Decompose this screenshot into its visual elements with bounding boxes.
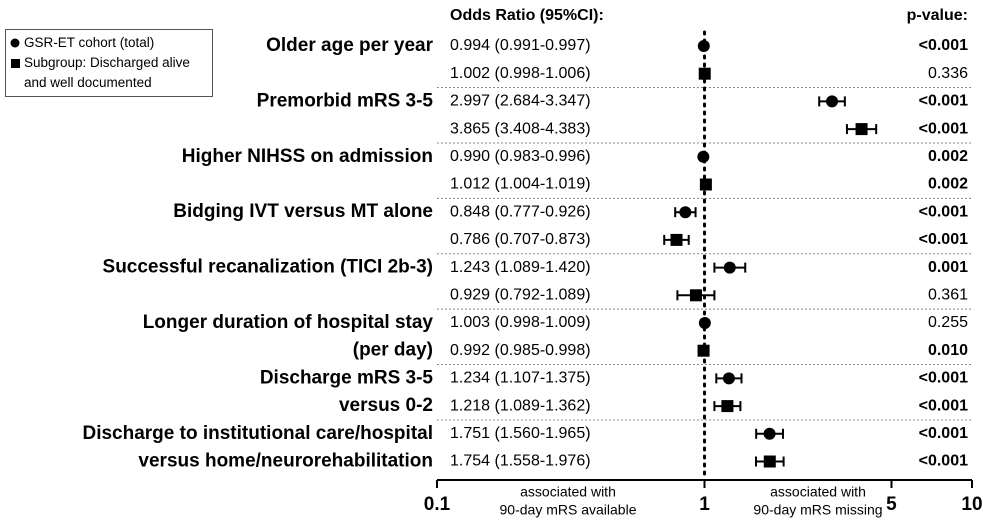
- category-label: versus home/neurorehabilitation: [138, 451, 433, 472]
- p-value: 0.010: [928, 342, 968, 359]
- marker-square: [697, 344, 710, 357]
- marker-circle: [826, 95, 839, 108]
- p-value: <0.001: [919, 425, 968, 442]
- legend-item: Subgroup: Discharged alive and well docu…: [10, 53, 208, 93]
- x-tick-label: 10: [961, 494, 982, 515]
- marker-square: [670, 233, 683, 246]
- category-label: versus 0-2: [339, 395, 433, 416]
- p-value: 0.361: [928, 287, 968, 304]
- category-label: Premorbid mRS 3-5: [257, 90, 434, 111]
- axis-annotation: 90-day mRS available: [500, 502, 637, 518]
- value-label: 0.990 (0.983-0.996): [450, 148, 591, 165]
- value-label: 1.754 (1.558-1.976): [450, 453, 591, 470]
- marker-square: [698, 67, 711, 80]
- value-label: 1.218 (1.089-1.362): [450, 397, 591, 414]
- legend-symbol: [11, 59, 20, 68]
- legend-square: [11, 59, 20, 68]
- legend: GSR-ET cohort (total) Subgroup: Discharge…: [5, 29, 213, 97]
- marker-circle: [722, 372, 735, 385]
- marker-circle: [679, 206, 692, 219]
- p-value: <0.001: [919, 370, 968, 387]
- category-label: Discharge to institutional care/hospital: [82, 423, 433, 444]
- category-label: Bidging IVT versus MT alone: [173, 201, 433, 222]
- p-value: <0.001: [919, 203, 968, 220]
- header-right: p-value:: [907, 7, 968, 24]
- category-label: Longer duration of hospital stay: [143, 312, 434, 333]
- x-tick-label: 0.1: [424, 494, 451, 515]
- value-label: 0.994 (0.991-0.997): [450, 37, 591, 54]
- value-label: 1.751 (1.560-1.965): [450, 425, 591, 442]
- legend-label: GSR-ET cohort (total): [24, 35, 155, 50]
- value-label: 1.012 (1.004-1.019): [450, 176, 591, 193]
- legend-item: GSR-ET cohort (total): [10, 33, 208, 53]
- header-left: Odds Ratio (95%CI):: [450, 7, 604, 24]
- marker-circle: [698, 317, 711, 329]
- category-label: (per day): [353, 340, 433, 361]
- x-tick-label: 5: [886, 494, 897, 515]
- category-label: Older age per year: [266, 35, 433, 56]
- p-value: <0.001: [919, 93, 968, 110]
- category-label: Successful recanalization (TICI 2b-3): [103, 257, 433, 278]
- x-tick-label: 1: [699, 494, 710, 515]
- value-label: 3.865 (3.408-4.383): [450, 120, 591, 137]
- category-label: Higher NIHSS on admission: [182, 146, 433, 167]
- legend-circle: [10, 38, 20, 48]
- axis-annotation: associated with: [520, 484, 616, 500]
- p-value: 0.002: [928, 176, 968, 193]
- p-value: <0.001: [919, 453, 968, 470]
- marker-circle: [697, 150, 710, 163]
- category-label: Discharge mRS 3-5: [260, 367, 434, 388]
- p-value: 0.255: [928, 314, 968, 331]
- axis-annotation: associated with: [770, 484, 866, 500]
- marker-circle: [697, 40, 710, 52]
- marker-square: [855, 123, 868, 136]
- value-label: 1.002 (0.998-1.006): [450, 65, 591, 82]
- p-value: <0.001: [919, 120, 968, 137]
- marker-square: [763, 455, 776, 468]
- marker-square: [721, 400, 734, 413]
- p-value: <0.001: [919, 397, 968, 414]
- legend-symbol: [10, 38, 20, 48]
- value-label: 1.243 (1.089-1.420): [450, 259, 591, 276]
- value-label: 0.786 (0.707-0.873): [450, 231, 591, 248]
- value-label: 0.992 (0.985-0.998): [450, 342, 591, 359]
- p-value: 0.336: [928, 65, 968, 82]
- p-value: 0.002: [928, 148, 968, 165]
- marker-circle: [723, 261, 736, 274]
- legend-label: Subgroup: Discharged alive and well docu…: [24, 55, 190, 90]
- marker-square: [699, 178, 712, 191]
- value-label: 2.997 (2.684-3.347): [450, 93, 591, 110]
- value-label: 0.848 (0.777-0.926): [450, 203, 591, 220]
- marker-square: [689, 289, 702, 302]
- p-value: <0.001: [919, 231, 968, 248]
- p-value: 0.001: [928, 259, 968, 276]
- marker-circle: [763, 427, 776, 440]
- value-label: 1.003 (0.998-1.009): [450, 314, 591, 331]
- value-label: 1.234 (1.107-1.375): [450, 370, 591, 387]
- axis-annotation: 90-day mRS missing: [753, 502, 882, 518]
- value-label: 0.929 (0.792-1.089): [450, 287, 591, 304]
- p-value: <0.001: [919, 37, 968, 54]
